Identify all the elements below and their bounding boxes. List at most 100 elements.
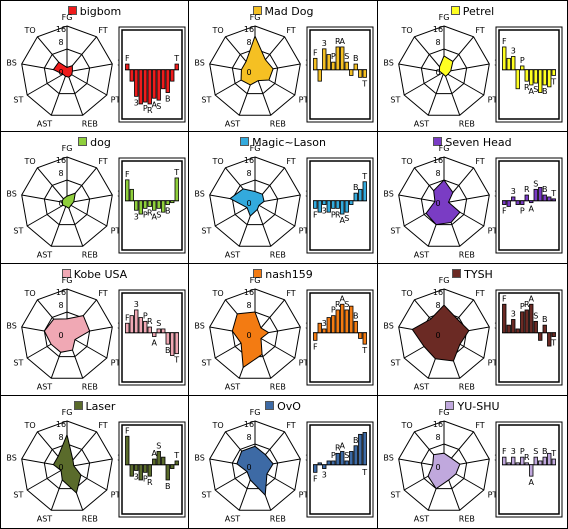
bar [143, 320, 148, 334]
team-name: OvO [277, 400, 301, 413]
bar-chart-inner-frame [121, 292, 183, 383]
team-chart-svg: 1680FGFT3PTREBASTSTBSTOF3PRASBT [6, 276, 186, 392]
bar-label: P [331, 52, 336, 61]
radar-axis-label: PT [111, 359, 121, 368]
team-name: dog [90, 136, 111, 149]
bar-label: R [524, 83, 530, 92]
radar-axis-label: REB [82, 515, 98, 524]
radar-axis-label: FG [250, 13, 261, 22]
radar-grid-ring [43, 48, 91, 95]
radar-axis-label: REB [459, 120, 475, 129]
bar [313, 57, 318, 71]
team-chart-svg: 1680FGFT3PTREBASTSTBSTOF3PRASBT [6, 13, 186, 129]
radar-tick-label: 16 [56, 288, 66, 297]
bar [161, 328, 166, 334]
radar-axis-label: FT [286, 289, 295, 298]
bar [358, 69, 363, 78]
radar-area [52, 433, 82, 494]
bar [138, 200, 143, 215]
radar-spoke [414, 36, 445, 73]
radar-axis-label: AST [225, 515, 241, 524]
team-chart-svg: 1680FGFT3PTREBASTSTBSTOF3PRASBT [194, 144, 374, 260]
bar-label: P [143, 104, 148, 113]
team-panel: dog1680FGFT3PTREBASTSTBSTOF3PRASBT [0, 132, 189, 264]
radar-axis-label: BS [194, 453, 204, 462]
bar [349, 305, 354, 334]
bar [170, 464, 175, 469]
radar-area [236, 445, 274, 497]
team-name: Mad Dog [264, 5, 314, 18]
radar-area [438, 55, 454, 77]
bar [515, 200, 520, 205]
team-title: Laser [1, 400, 188, 413]
bar-label: F [125, 426, 130, 435]
bar [335, 309, 340, 334]
bar-label: B [542, 315, 548, 324]
bar [326, 200, 331, 213]
bar [511, 456, 516, 466]
radar-axis-label: AST [414, 120, 430, 129]
bar [538, 460, 543, 466]
radar-axis-label: REB [270, 120, 286, 129]
bar-label: P [520, 447, 525, 456]
bar [520, 200, 525, 205]
bar [502, 200, 507, 205]
team-chart-svg: 1680FGFT3PTREBASTSTBSTOF3PRASBT [383, 276, 563, 392]
radar-axis-label: FG [62, 13, 73, 22]
radar-axis-label: FT [286, 26, 295, 35]
bar-label: S [533, 447, 538, 456]
bar-label: P [520, 207, 525, 216]
radar-tick-label: 16 [56, 156, 66, 165]
radar-tick-label: 8 [435, 38, 440, 47]
radar-spoke [254, 202, 296, 227]
radar-axis-label: FT [98, 421, 107, 430]
radar-axis-label: FG [62, 144, 73, 153]
radar-axis-label: PT [111, 491, 121, 500]
bar-label: 3 [322, 39, 327, 48]
radar-axis-label: PT [488, 227, 498, 236]
bar-chart-inner-frame [309, 292, 371, 383]
radar-axis-label: FT [475, 26, 484, 35]
bar [161, 200, 166, 213]
bar [502, 456, 507, 466]
radar-tick-label: 8 [246, 433, 251, 442]
radar-area [61, 192, 76, 209]
bar [547, 332, 552, 347]
bar-label: A [529, 205, 535, 214]
bar [520, 65, 525, 71]
bar [511, 319, 516, 334]
team-panel: YU-SHU1680FGFT3PTREBASTSTBSTOF3PRASBT [378, 396, 568, 529]
radar-tick-label: 16 [433, 25, 443, 34]
bar [147, 464, 152, 477]
bar [152, 458, 157, 466]
bar [317, 462, 322, 466]
bar [156, 451, 161, 466]
radar-grid-ring [209, 156, 301, 247]
bar-label: R [335, 443, 341, 452]
radar-axis-label: REB [270, 251, 286, 260]
bar [156, 328, 161, 334]
bar [161, 456, 166, 466]
radar-axis-label: AST [225, 383, 241, 392]
bar [524, 69, 529, 82]
bar-chart-inner-frame [121, 160, 183, 251]
bar [353, 320, 358, 334]
bar [147, 69, 152, 105]
bar-chart-inner-frame [498, 424, 560, 515]
bar-label: F [502, 447, 507, 456]
bar [533, 456, 538, 466]
bar [165, 332, 170, 345]
radar-axis-label: BS [194, 321, 204, 330]
bar [170, 332, 175, 356]
team-color-swatch [452, 269, 462, 278]
team-chart-svg: 1680FGFT3PTREBASTSTBSTOF3PRASBT [383, 144, 563, 260]
radar-tick-label: 0 [435, 463, 440, 472]
radar-grid-ring [21, 420, 113, 511]
bar [515, 462, 520, 466]
radar-tick-label: 16 [244, 156, 254, 165]
radar-axis-label: ST [13, 96, 23, 105]
bar-chart-inner-frame [309, 160, 371, 251]
team-panel: Magic~Lason1680FGFT3PTREBASTSTBSTOF3PRAS… [189, 132, 378, 264]
radar-spoke [403, 71, 445, 96]
radar-axis-label: ST [390, 491, 400, 500]
